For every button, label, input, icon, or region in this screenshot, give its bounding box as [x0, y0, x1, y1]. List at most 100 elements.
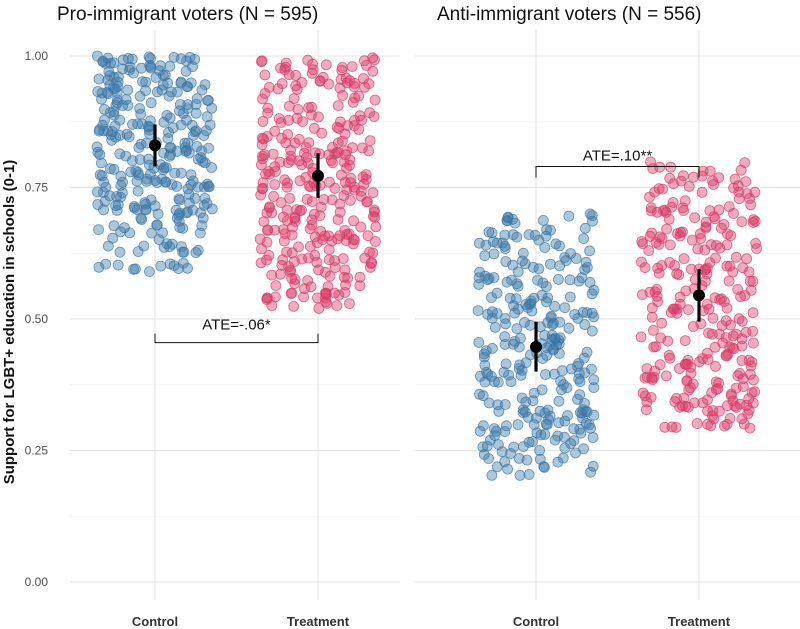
data-point — [720, 315, 732, 327]
data-point — [749, 215, 761, 227]
data-point — [255, 159, 267, 171]
data-point — [169, 167, 181, 179]
data-point — [163, 150, 175, 162]
data-point — [284, 192, 296, 204]
data-point — [492, 439, 504, 451]
data-point — [738, 418, 750, 430]
data-point — [196, 84, 208, 96]
data-point — [266, 269, 278, 281]
data-point — [534, 405, 546, 417]
data-point — [203, 181, 215, 193]
data-point — [206, 102, 218, 114]
data-point — [686, 234, 698, 246]
data-point — [491, 237, 503, 249]
data-point — [185, 179, 197, 191]
data-point — [699, 244, 711, 256]
data-point — [502, 212, 514, 224]
estimate-layer — [149, 124, 705, 372]
data-point — [720, 349, 732, 361]
data-point — [140, 85, 152, 96]
data-point — [92, 50, 103, 62]
data-point — [355, 221, 367, 233]
data-point — [663, 213, 675, 225]
data-point — [682, 401, 694, 413]
data-point — [173, 193, 185, 205]
data-point — [292, 104, 304, 115]
data-point — [363, 78, 375, 90]
data-point — [670, 421, 682, 433]
data-point — [181, 144, 193, 156]
data-point — [92, 186, 103, 198]
data-point — [537, 214, 549, 226]
data-point — [548, 368, 560, 380]
data-point — [743, 393, 755, 405]
data-point — [312, 292, 323, 304]
data-point — [540, 369, 551, 380]
text-layer: Pro-immigrant voters (N = 595) Anti-immi… — [1, 4, 731, 629]
data-point — [674, 401, 686, 413]
data-point — [358, 178, 370, 190]
data-point — [199, 79, 211, 90]
data-point — [286, 287, 298, 299]
data-point — [100, 258, 111, 270]
data-point — [579, 367, 591, 379]
data-point — [523, 436, 535, 448]
data-point — [270, 280, 282, 292]
data-point — [474, 370, 486, 382]
data-point — [276, 132, 288, 144]
data-point — [343, 298, 355, 310]
data-point — [661, 370, 672, 382]
data-point — [370, 221, 382, 233]
data-point — [486, 227, 498, 239]
mean-point — [312, 169, 324, 182]
data-point — [679, 195, 691, 207]
data-point — [473, 278, 485, 290]
data-point — [307, 64, 319, 76]
data-point — [174, 105, 185, 117]
data-point — [102, 125, 114, 137]
data-point — [159, 69, 171, 81]
data-point — [549, 434, 561, 446]
data-point — [340, 72, 352, 84]
data-point — [744, 368, 756, 380]
data-point — [647, 163, 659, 174]
data-point — [681, 375, 693, 387]
data-point — [671, 307, 683, 319]
data-point — [114, 246, 126, 258]
data-point — [316, 127, 328, 139]
data-point — [474, 266, 486, 278]
data-point — [329, 182, 341, 194]
data-point — [526, 305, 538, 317]
data-point — [106, 126, 118, 137]
data-point — [304, 240, 316, 252]
data-point — [315, 226, 327, 237]
data-point — [262, 102, 274, 114]
data-point — [512, 266, 524, 278]
data-point — [114, 114, 126, 126]
data-point — [354, 280, 366, 292]
data-point — [331, 300, 343, 312]
data-point — [99, 195, 111, 207]
data-point — [519, 316, 530, 328]
data-point — [636, 256, 647, 268]
data-point — [156, 173, 168, 185]
data-point — [94, 149, 106, 160]
data-point — [550, 238, 562, 250]
data-point — [500, 358, 512, 370]
data-point — [177, 222, 189, 234]
data-point — [503, 369, 515, 381]
data-point — [553, 395, 565, 407]
data-point — [190, 99, 202, 110]
data-point — [342, 272, 354, 284]
data-point — [291, 112, 303, 124]
data-point — [151, 86, 163, 98]
data-point — [490, 425, 502, 437]
data-point — [588, 382, 600, 394]
data-point — [256, 56, 267, 68]
data-point — [105, 163, 116, 175]
data-point — [578, 352, 590, 364]
data-point — [369, 94, 381, 106]
data-point — [741, 188, 753, 200]
data-point — [122, 84, 134, 96]
data-point — [127, 119, 138, 130]
